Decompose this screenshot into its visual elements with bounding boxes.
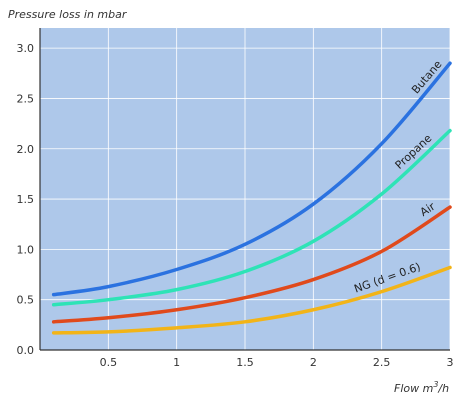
series-lines [51,61,452,335]
x-axis-title-suffix: /h [437,382,449,395]
series-line-propane [51,128,452,307]
x-tick-label: 0.5 [100,356,118,369]
series-line-air [51,205,452,324]
y-tick-label: 2.0 [17,143,35,156]
x-tick-label: 2 [310,356,317,369]
y-tick-label: 0.5 [17,294,35,307]
x-tick-label: 1 [173,356,180,369]
x-axis-title-sup: 3 [433,380,438,389]
x-axis-title: Flow m3/h [394,380,449,395]
y-axis-title: Pressure loss in mbar [8,8,128,21]
x-axis-title-main: Flow m [394,382,433,395]
x-tick-label: 3 [447,356,454,369]
x-tick-label: 1.5 [236,356,254,369]
series-line-butane [51,61,452,297]
series-line-ng [51,265,452,335]
axes [39,28,450,351]
y-tick-label: 0.0 [17,344,35,357]
tick-labels: 0.0 0.5 1.0 1.5 2.0 2.5 3.0 0.5 1 1.5 2 2.5 3 [17,42,454,369]
y-tick-label: 1.0 [17,243,35,256]
x-tick-label: 2.5 [373,356,391,369]
y-tick-label: 1.5 [17,193,35,206]
y-tick-label: 2.5 [17,92,35,105]
y-tick-label: 3.0 [17,42,35,55]
